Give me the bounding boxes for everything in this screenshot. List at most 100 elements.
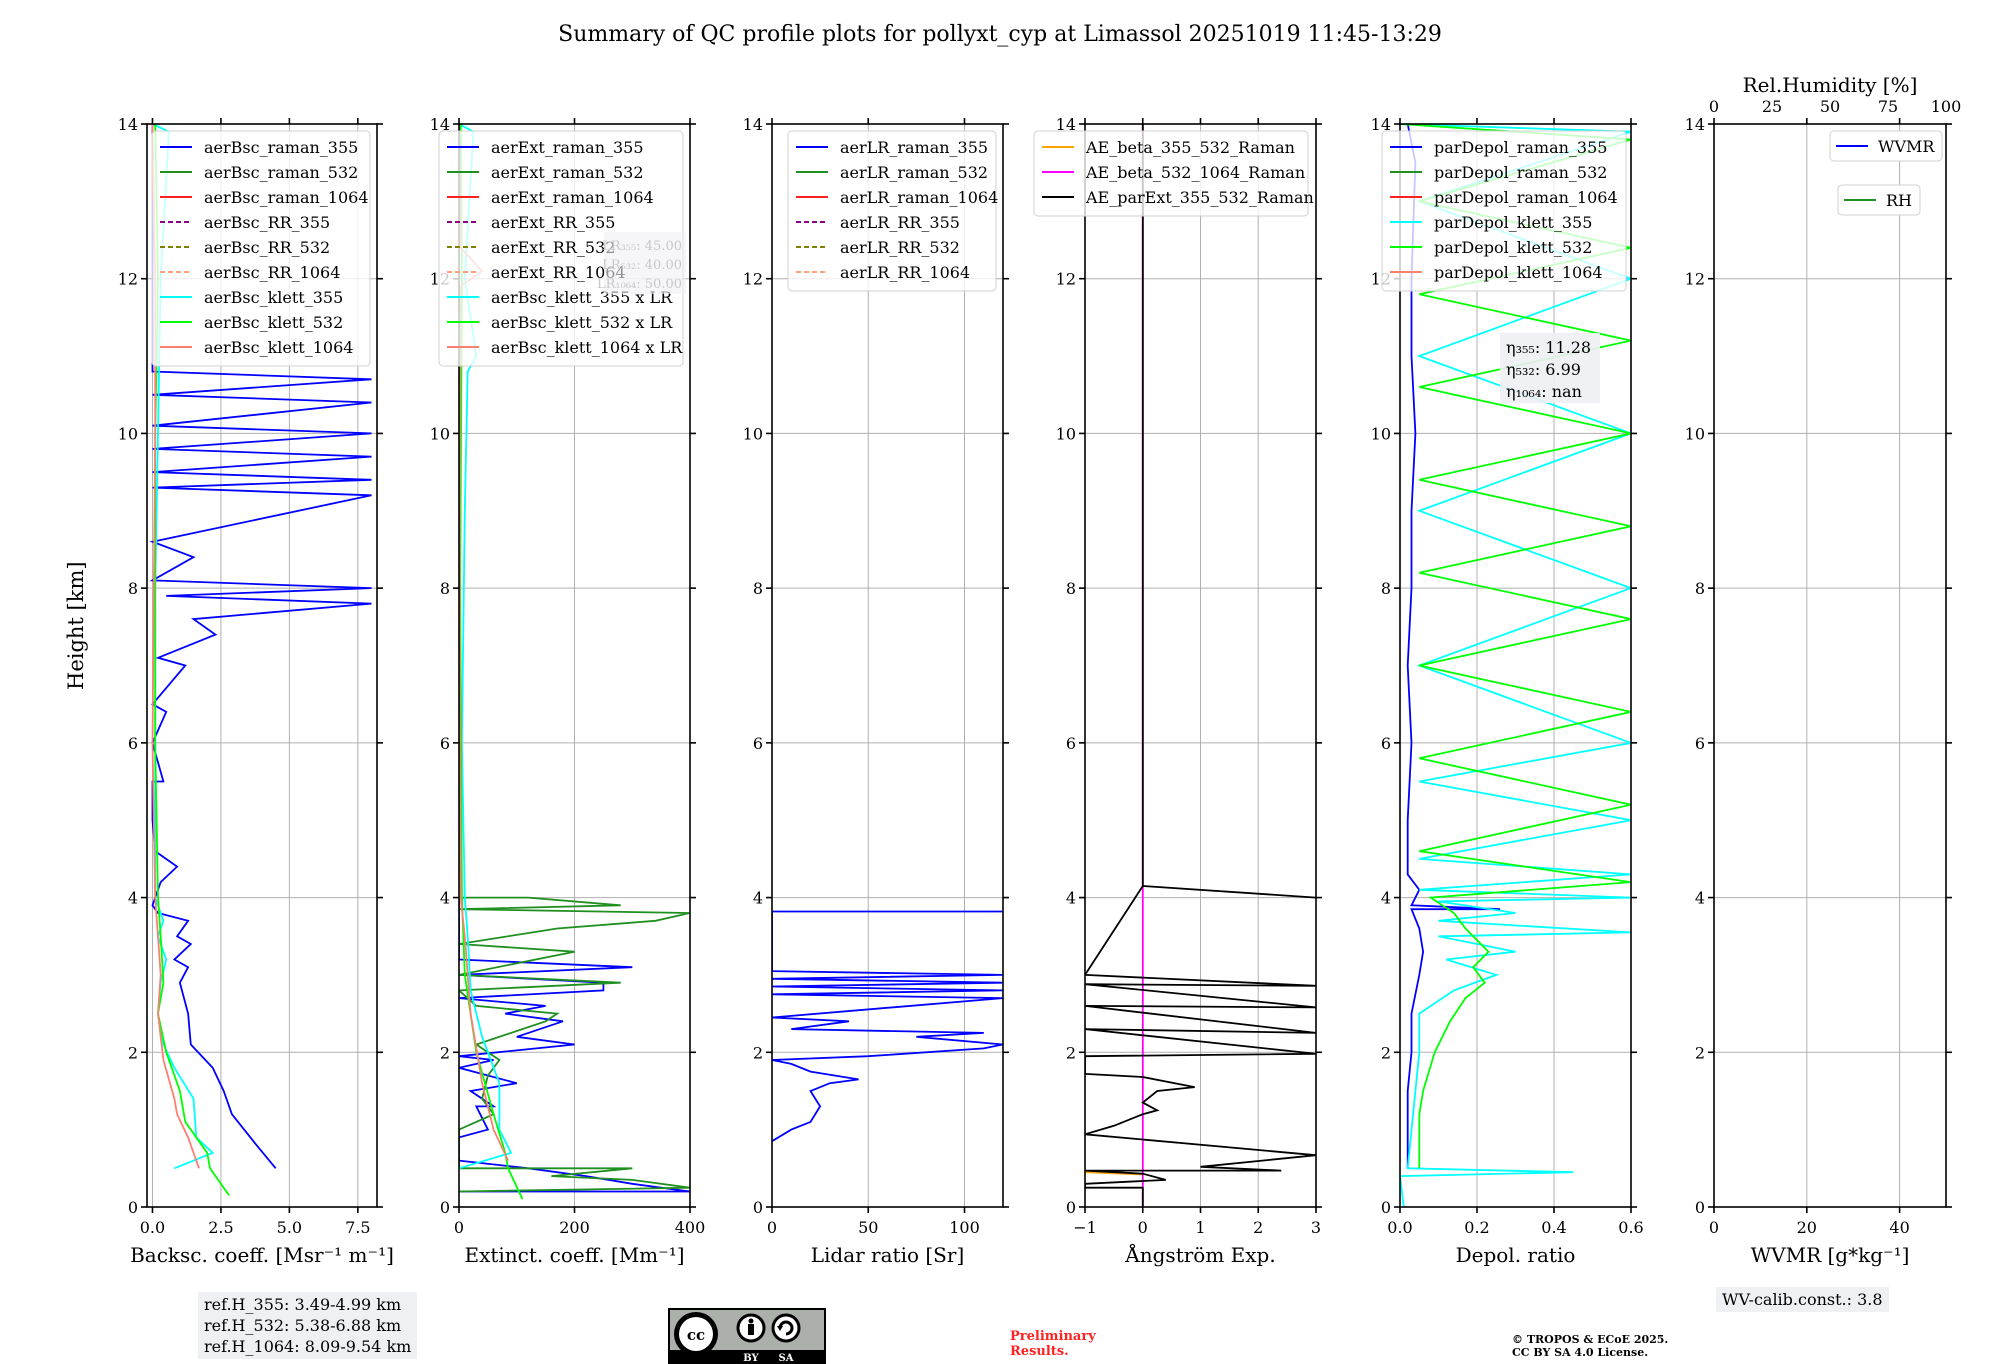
panel-backscatter: 0 2 4 6 8 10 12 14 0.0 2.5 5.0 7.5 Backsc. coeff. [M…: [118, 115, 394, 1267]
y-tick-label: 0: [128, 1198, 138, 1217]
top-x-tick-label: 75: [1878, 97, 1898, 116]
y-tick-label: 8: [753, 579, 763, 598]
series-line-ae-beta-355-532-raman: [1085, 1171, 1143, 1176]
svg-text:cc: cc: [687, 1326, 705, 1344]
copyright-note: © TROPOS & ECoE 2025. CC BY SA 4.0 Licen…: [1512, 1333, 1668, 1359]
series-line-aerext-raman-355: [459, 897, 690, 1193]
x-tick-label: 0: [1138, 1218, 1148, 1237]
y-tick-label: 10: [1685, 424, 1705, 443]
y-tick-label: 12: [743, 270, 763, 289]
preliminary-line-1: Preliminary: [1010, 1329, 1096, 1344]
series-group: [772, 910, 1003, 1142]
x-axis-label: Ångström Exp.: [1124, 1242, 1275, 1267]
y-tick-label: 4: [440, 889, 450, 908]
legend-label: aerBsc_klett_355: [204, 288, 343, 307]
x-axis-label: Extinct. coeff. [Mm⁻¹]: [464, 1243, 684, 1267]
y-tick-label: 8: [440, 579, 450, 598]
legend-label: aerExt_raman_355: [491, 138, 644, 157]
x-tick-label: 20: [1797, 1218, 1817, 1237]
eta-annotation: η₅₃₂: 6.99: [1506, 360, 1581, 379]
legend-rh: RH: [1837, 184, 1921, 216]
copyright-line-1: © TROPOS & ECoE 2025.: [1512, 1333, 1669, 1346]
x-tick-label: 0.4: [1541, 1218, 1566, 1237]
legend-label: aerLR_raman_1064: [840, 188, 998, 207]
by-label: BY: [743, 1353, 759, 1364]
legend: aerExt_raman_355 aerExt_raman_532 aerExt_r…: [438, 130, 684, 367]
x-tick-label: 400: [675, 1218, 706, 1237]
legend-label: aerLR_RR_355: [840, 213, 960, 232]
legend-frame: [1381, 130, 1627, 292]
y-tick-label: 12: [1685, 270, 1705, 289]
series-group: [1085, 124, 1316, 1207]
y-tick-label: 10: [118, 424, 138, 443]
figure-title: Summary of QC profile plots for pollyxt_…: [558, 22, 1442, 47]
x-tick-label: 1: [1195, 1218, 1205, 1237]
legend-label: aerBsc_klett_1064: [204, 338, 353, 357]
cc-icon: cc: [674, 1312, 718, 1356]
y-tick-label: 10: [743, 424, 763, 443]
series-line-pardepol-klett-355: [1400, 124, 1631, 1207]
eta-annotation: η₁₀₆₄: nan: [1506, 382, 1582, 401]
y-tick-label: 2: [1066, 1043, 1076, 1062]
x-tick-label: 3: [1311, 1218, 1321, 1237]
y-tick-label: 14: [430, 115, 450, 134]
legend-label: aerBsc_klett_1064 x LR: [491, 338, 683, 357]
y-tick-label: 2: [1695, 1043, 1705, 1062]
legend-label: aerBsc_RR_1064: [204, 263, 340, 282]
y-tick-label: 14: [1685, 115, 1705, 134]
series-group: [1400, 124, 1631, 1207]
top-x-axis-label: Rel.Humidity [%]: [1743, 73, 1918, 97]
axes-frame: [1399, 123, 1632, 1208]
legend-frame: [1829, 130, 1943, 162]
legend-label: aerExt_RR_355: [491, 213, 615, 232]
legend-frame: [787, 130, 997, 292]
lr-annotation: LR₁₀₆₄: 50.00: [597, 277, 682, 292]
preliminary-results: Preliminary Results.: [1010, 1329, 1096, 1359]
legend-label: AE_beta_355_532_Raman: [1085, 138, 1295, 157]
x-tick-label: 0: [1709, 1218, 1719, 1237]
annotation-bg: [1500, 333, 1600, 403]
legend-frame: [151, 130, 371, 367]
legend-label: aerExt_raman_1064: [491, 188, 654, 207]
y-tick-label: 6: [440, 734, 450, 753]
axes-frame: [146, 123, 378, 1208]
annotation-bg: [604, 232, 686, 294]
legend-label: parDepol_klett_532: [1434, 238, 1592, 257]
ref-height-532: ref.H_532: 5.38-6.88 km: [204, 1316, 402, 1335]
legend-label: WVMR: [1878, 137, 1935, 156]
legend-label: aerBsc_klett_532 x LR: [491, 313, 673, 332]
x-tick-label: 0.6: [1618, 1218, 1643, 1237]
y-tick-label: 2: [128, 1043, 138, 1062]
sa-icon: [771, 1313, 801, 1343]
top-x-tick-label: 100: [1931, 97, 1962, 116]
y-tick-label: 12: [1056, 270, 1076, 289]
y-tick-label: 10: [1371, 424, 1391, 443]
y-tick-label: 8: [1695, 579, 1705, 598]
x-tick-label: 0.0: [140, 1218, 165, 1237]
legend: aerLR_raman_355 aerLR_raman_532 aerLR_rama…: [787, 130, 998, 292]
y-tick-label: 8: [128, 579, 138, 598]
copyright-line-2: CC BY SA 4.0 License.: [1512, 1346, 1649, 1359]
x-tick-label: 5.0: [277, 1218, 302, 1237]
y-tick-label: 8: [1381, 579, 1391, 598]
y-tick-label: 4: [128, 889, 138, 908]
legend-label: aerBsc_raman_1064: [204, 188, 369, 207]
y-tick-label: 4: [1066, 889, 1076, 908]
x-tick-label: 200: [559, 1218, 590, 1237]
annotation-box: η₃₅₅: 11.28 η₅₃₂: 6.99 η₁₀₆₄: nan: [1500, 333, 1600, 403]
y-tick-label: 2: [1381, 1043, 1391, 1062]
y-tick-label: 6: [128, 734, 138, 753]
y-tick-label: 2: [753, 1043, 763, 1062]
legend-label: aerLR_raman_532: [840, 163, 988, 182]
x-tick-label: 0.2: [1464, 1218, 1489, 1237]
y-tick-label: 14: [1056, 115, 1076, 134]
lr-annotation: LR₃₅₅: 45.00: [602, 239, 682, 254]
lr-annotation: LR₅₃₂: 40.00: [602, 258, 682, 273]
legend-label: parDepol_raman_355: [1434, 138, 1607, 157]
x-tick-label: 50: [858, 1218, 878, 1237]
legend-label: aerExt_RR_1064: [491, 263, 626, 282]
legend-label: RH: [1886, 191, 1912, 210]
y-tick-label: 6: [753, 734, 763, 753]
